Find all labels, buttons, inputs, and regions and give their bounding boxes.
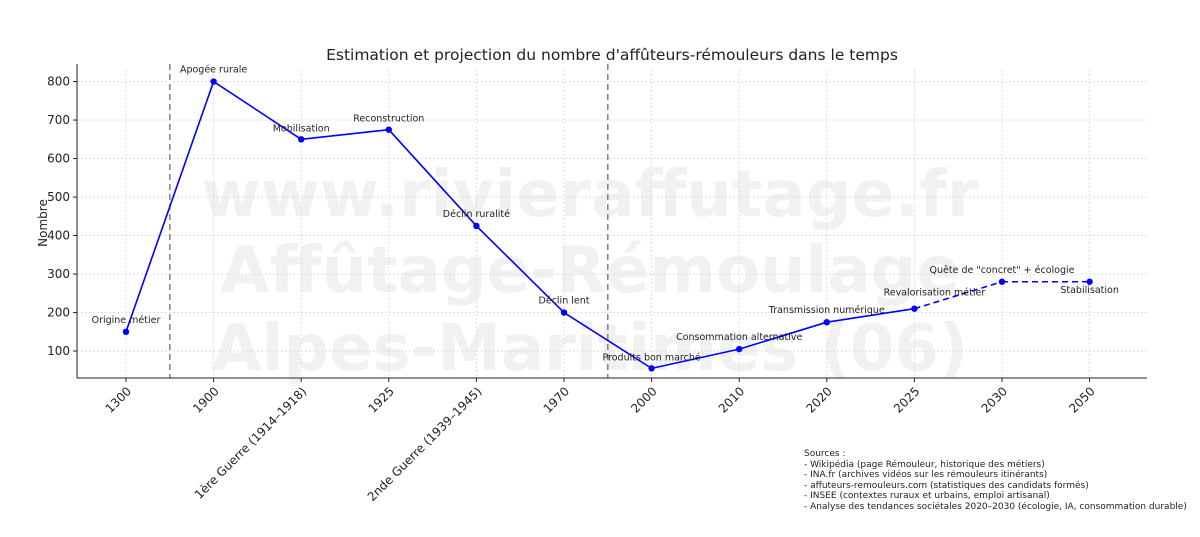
series-segment [125,81,215,333]
series-segment [301,128,389,141]
point-labels: Origine métier Apogée rurale Mobilisation R… [92,65,1119,364]
watermark: www.rivieraffutage.frAffûtage-RémoulageA… [201,158,978,386]
x-tick-label: 2025 [891,384,922,415]
watermark-text: www.rivieraffutage.fr [201,158,978,232]
y-tick-label: 300 [47,267,70,281]
data-point [998,278,1006,285]
watermark-text: Alpes-Maritimes (06) [212,312,968,386]
x-tick-label: 2020 [803,384,834,415]
y-tick-label: 800 [47,75,70,89]
y-tick-label: 500 [47,190,70,204]
watermark-text: Affûtage-Rémoulage [220,234,960,308]
data-point [1086,278,1093,285]
series-segment [738,321,828,350]
data-label: Revalorisation métier [884,288,986,299]
y-tick-label: 400 [47,229,70,243]
data-point [823,318,830,326]
series-segment [826,307,915,323]
data-label: Quête de "concret" + écologie [930,265,1075,276]
grid [77,70,1147,378]
x-tick-label: 2010 [716,384,747,415]
x-tick-label: 1970 [541,384,572,415]
data-point [385,126,392,133]
x-tick-label: 2000 [628,384,659,415]
x-tick-label: 1925 [365,384,396,415]
data-point [210,78,217,85]
data-label: Mobilisation [273,123,330,134]
series-segment [213,80,302,140]
data-label: Produits bon marché [602,352,700,363]
period-separators [169,64,609,378]
series-segment [651,348,740,370]
x-tick-label: 2030 [979,384,1010,415]
data-point [122,328,130,335]
x-tick-label: 1300 [103,384,134,415]
y-tick-label: 700 [47,113,70,127]
series-segment-dashed [914,280,1003,310]
data-label: Consommation alternative [676,332,802,343]
y-axis-label: Nombre [36,199,50,247]
y-tick-label: 600 [47,152,70,166]
data-label: Déclin ruralité [443,209,510,220]
source-item: - INA.fr (archives vidéos sur les rémoul… [804,470,1048,481]
series [122,78,1093,372]
x-tick-label: 2050 [1066,384,1097,415]
data-point [560,309,568,316]
data-point [473,222,480,230]
x-tick-label: 1900 [190,384,221,415]
data-label: Apogée rurale [180,65,247,76]
data-point [648,365,655,372]
data-label: Transmission numérique [768,305,885,316]
data-label: Stabilisation [1060,285,1119,296]
data-label: Origine métier [92,315,161,326]
series-segment [475,225,565,314]
data-point [911,305,918,312]
series-segment [563,311,653,370]
source-item: - affuteurs-remouleurs.com (statistiques… [804,480,1089,491]
data-label: Reconstruction [353,114,424,125]
series-segment [388,129,477,227]
source-item: - Wikipédia (page Rémouleur, historique … [804,459,1045,470]
sources-block: Sources : - Wikipédia (page Rémouleur, h… [804,449,1187,513]
y-tick-label: 200 [47,306,70,320]
source-item: - Analyse des tendances sociétales 2020–… [804,501,1187,512]
source-item: - INSEE (contextes ruraux et urbains, em… [804,491,1050,502]
sources-title: Sources : [804,449,846,459]
chart-title: Estimation et projection du nombre d'aff… [326,46,898,64]
y-tick-label: 100 [47,344,70,358]
data-point [736,345,743,353]
data-label: Déclin lent [539,296,590,307]
data-point [298,136,305,143]
